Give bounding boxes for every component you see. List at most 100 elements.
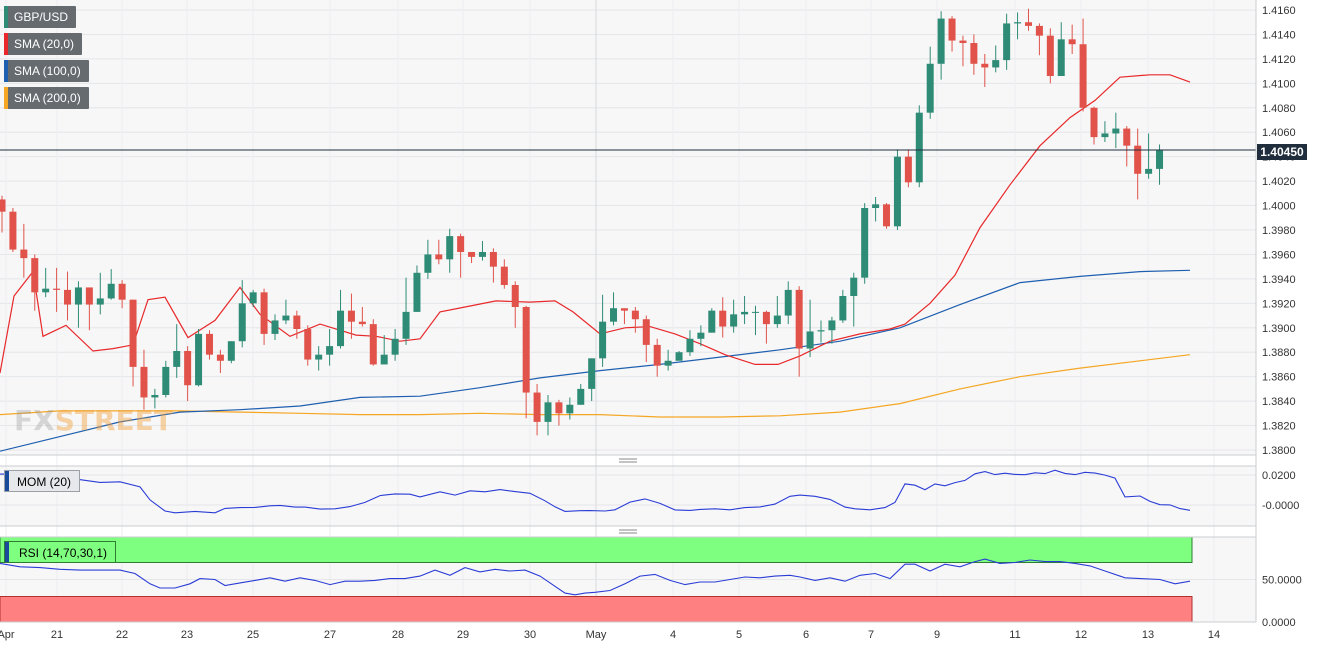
bullish-candle (195, 333, 203, 386)
bearish-candle (53, 288, 61, 290)
rsi-oversold-zone (0, 596, 1193, 623)
sma100-path (0, 269, 1191, 452)
bearish-candle (9, 211, 17, 250)
bullish-candle (1003, 23, 1011, 61)
rsi-legend[interactable]: RSI (14,70,30,1) (4, 541, 117, 563)
bullish-candle (413, 272, 421, 312)
price-tick-label: 1.4060 (1262, 127, 1296, 139)
sma20-swatch (4, 33, 8, 55)
bullish-candle (599, 321, 607, 359)
panel-separators (0, 0, 1257, 623)
legend-symbol[interactable]: GBP/USD (4, 6, 77, 28)
bearish-candle (140, 366, 148, 398)
bullish-candle (107, 283, 115, 299)
bullish-candle (478, 252, 486, 257)
candles (0, 8, 1164, 436)
bullish-candle (151, 395, 159, 398)
bullish-candle (1101, 133, 1109, 138)
time-tick-label: May (586, 629, 607, 641)
bullish-candle (741, 311, 749, 315)
mom-legend-label: MOM (20) (17, 475, 71, 489)
bearish-candle (369, 324, 377, 365)
bearish-candle (457, 236, 465, 252)
bullish-candle (238, 303, 246, 342)
mom-tick-label: -0.0000 (1262, 500, 1299, 512)
bearish-candle (762, 311, 770, 325)
bullish-candle (730, 314, 738, 327)
bullish-candle (784, 289, 792, 316)
bullish-candle (806, 331, 814, 349)
bullish-candle (610, 308, 618, 322)
price-tick-label: 1.4140 (1262, 29, 1296, 41)
sma20-path (0, 74, 1191, 374)
mom-panel (0, 466, 1256, 526)
sma100-swatch (4, 60, 8, 82)
rsi-line (0, 558, 1191, 596)
bearish-candle (719, 310, 727, 327)
bearish-candle (959, 40, 967, 43)
bullish-candle (893, 156, 901, 227)
time-tick-label: 25 (247, 629, 259, 641)
time-tick-label: 12 (1075, 629, 1087, 641)
price-tick-label: 1.3800 (1262, 445, 1296, 457)
bullish-candle (162, 366, 170, 395)
time-tick-label: 29 (457, 629, 469, 641)
bearish-candle (85, 287, 93, 305)
price-tick-label: 1.3960 (1262, 249, 1296, 261)
bearish-candle (1068, 39, 1076, 45)
resize-handle[interactable] (619, 529, 637, 534)
grid-lines (0, 0, 1256, 623)
bullish-candle (446, 236, 454, 260)
bullish-candle (751, 311, 759, 313)
bullish-candle (74, 287, 82, 305)
bullish-candle (828, 320, 836, 331)
bullish-candle (249, 292, 257, 304)
legend-sma200[interactable]: SMA (200,0) (4, 87, 89, 109)
sma200-swatch (4, 87, 8, 109)
bullish-candle (1145, 168, 1153, 174)
bullish-candle (861, 208, 869, 278)
price-tick-label: 1.4120 (1262, 54, 1296, 66)
price-tick-label: 1.4160 (1262, 5, 1296, 17)
bullish-candle (402, 311, 410, 339)
bullish-candle (391, 338, 399, 355)
mom-tick-label: 0.0200 (1262, 470, 1296, 482)
bullish-candle (326, 346, 334, 355)
bullish-candle (850, 277, 858, 296)
price-tick-label: 1.4020 (1262, 176, 1296, 188)
legend-sma20[interactable]: SMA (20,0) (4, 33, 83, 55)
mom-legend[interactable]: MOM (20) (4, 470, 80, 492)
bearish-candle (1046, 35, 1054, 76)
bullish-candle (424, 254, 432, 273)
price-tick-label: 1.4080 (1262, 103, 1296, 115)
price-tick-label: 1.4000 (1262, 201, 1296, 213)
bullish-candle (544, 402, 552, 422)
mom-path (0, 469, 1191, 514)
bearish-candle (435, 254, 443, 260)
bullish-candle (872, 204, 880, 208)
bullish-candle (773, 315, 781, 325)
bearish-candle (500, 266, 508, 285)
legend-sma100[interactable]: SMA (100,0) (4, 60, 89, 82)
bearish-candle (883, 204, 891, 227)
bullish-candle (337, 310, 345, 347)
bearish-candle (904, 156, 912, 183)
bearish-candle (184, 351, 192, 386)
bearish-candle (1090, 107, 1098, 138)
resize-handle[interactable] (619, 458, 637, 463)
bullish-candle (1156, 150, 1164, 169)
time-tick-label: Apr (0, 629, 15, 641)
bullish-candle (1112, 128, 1120, 134)
fxstreet-watermark: FXSTREET (14, 404, 173, 437)
time-tick-label: 7 (868, 629, 874, 641)
bearish-candle (1079, 44, 1087, 108)
bullish-candle (675, 352, 683, 361)
time-tick-label: 5 (736, 629, 742, 641)
time-tick-label: 6 (803, 629, 809, 641)
bullish-candle (686, 338, 694, 353)
bullish-candle (926, 63, 934, 113)
bullish-candle (937, 18, 945, 64)
bearish-candle (260, 292, 268, 334)
bullish-candle (271, 320, 279, 334)
